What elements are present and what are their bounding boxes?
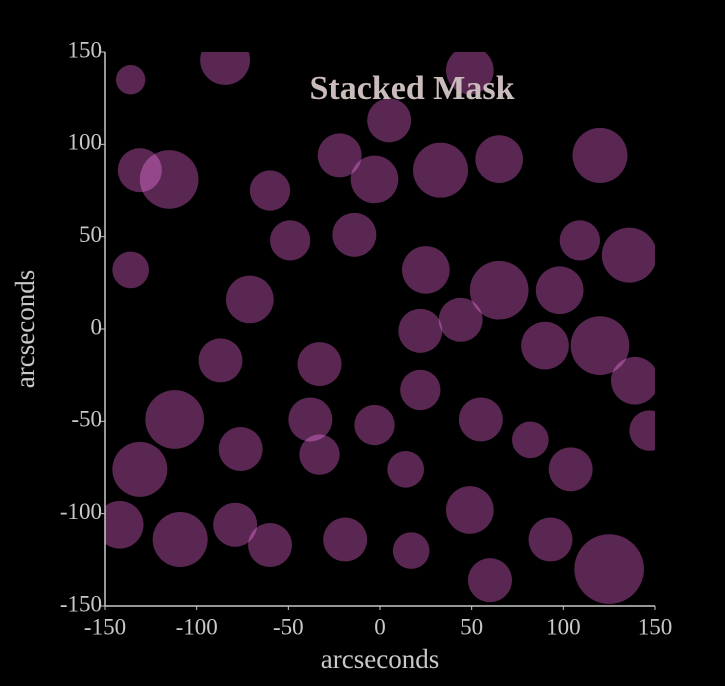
mask-circle (367, 98, 412, 143)
mask-circle (350, 155, 399, 204)
mask-circle (559, 220, 600, 261)
mask-circle (535, 266, 584, 315)
x-tick-label: 100 (546, 614, 581, 639)
x-tick-label: -150 (84, 614, 126, 639)
mask-circle (213, 502, 258, 547)
mask-circle (438, 297, 483, 342)
mask-circle (105, 500, 144, 549)
mask-circle (299, 434, 340, 475)
mask-circle (116, 65, 146, 95)
x-tick-label: 50 (460, 614, 483, 639)
mask-circle (354, 404, 395, 446)
y-axis-label: arcseconds (10, 270, 40, 388)
mask-circle (446, 486, 494, 534)
mask-circle (475, 135, 523, 183)
mask-circle (528, 517, 573, 562)
mask-circle (198, 338, 243, 383)
mask-area (105, 52, 655, 604)
mask-circle (521, 321, 569, 370)
mask-circle (601, 227, 655, 283)
mask-circle (332, 212, 377, 257)
mask-circle (572, 127, 628, 183)
mask-circle (317, 133, 362, 178)
x-tick-label: 0 (374, 614, 386, 639)
mask-circle (392, 532, 430, 569)
mask-circle (112, 251, 149, 289)
mask-circle (511, 421, 549, 459)
mask-circle (226, 275, 274, 324)
mask-circle (288, 397, 333, 442)
x-tick-label: 150 (638, 614, 673, 639)
mask-circle (398, 308, 443, 353)
mask-circle (574, 534, 645, 604)
x-tick-label: -100 (176, 614, 218, 639)
mask-circle (413, 142, 468, 198)
chart-title: Stacked Mask (310, 70, 515, 107)
mask-circle (469, 260, 529, 320)
x-axis-label: arcseconds (321, 644, 439, 674)
y-tick-label: -150 (60, 591, 102, 616)
mask-circle (200, 52, 251, 85)
mask-circle (112, 441, 168, 497)
mask-circle (548, 447, 593, 492)
mask-circle (323, 517, 368, 562)
mask-circle (248, 523, 292, 568)
mask-circle (249, 170, 291, 211)
mask-circle (468, 558, 512, 603)
mask-circle (152, 512, 208, 568)
mask-circle (139, 150, 199, 209)
mask-circle (218, 427, 263, 472)
mask-circle (387, 451, 424, 488)
mask-circle (629, 410, 655, 451)
y-tick-label: -50 (71, 407, 102, 432)
mask-circle (446, 52, 494, 95)
y-tick-label: 0 (91, 314, 103, 339)
y-tick-label: 150 (68, 37, 103, 62)
x-tick-label: -50 (273, 614, 304, 639)
y-tick-label: -100 (60, 499, 102, 524)
mask-circle (402, 246, 450, 294)
y-tick-label: 100 (68, 130, 103, 155)
mask-circle (297, 342, 342, 387)
mask-circle (270, 220, 311, 261)
mask-circle (145, 390, 205, 449)
y-tick-label: 50 (79, 222, 102, 247)
mask-circle (400, 369, 441, 411)
mask-circle (570, 316, 630, 375)
mask-circle (458, 397, 503, 442)
mask-circle (611, 356, 655, 405)
